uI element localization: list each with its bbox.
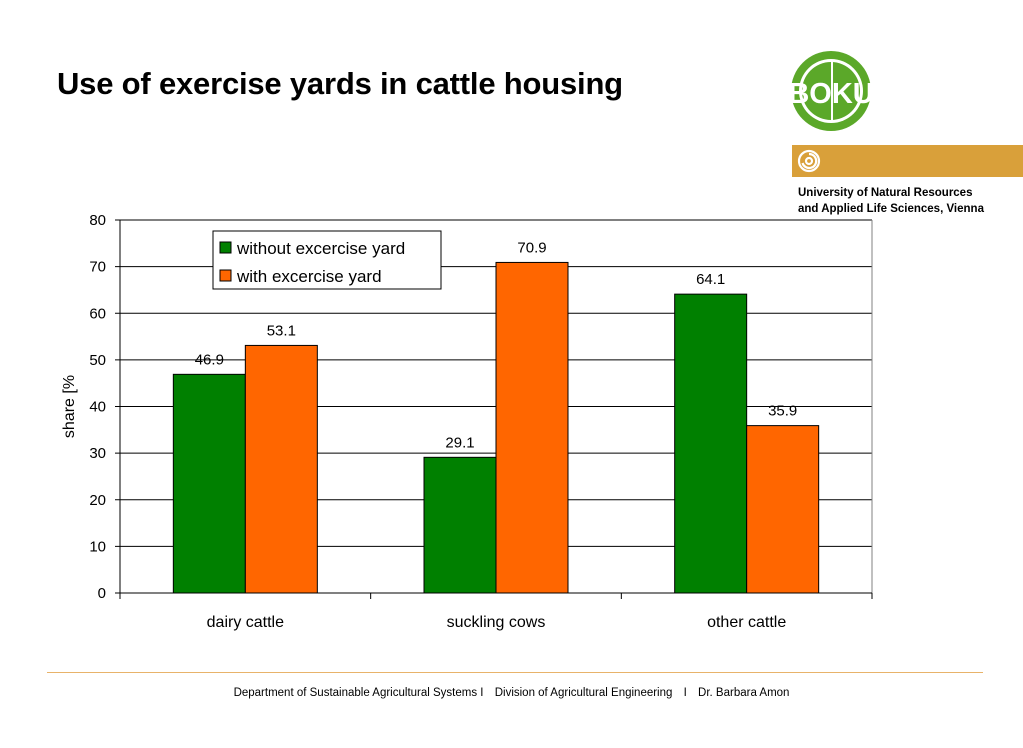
bar [674, 293, 748, 594]
x-category-label: suckling cows [447, 614, 546, 631]
y-axis-label: share [% [61, 375, 78, 438]
y-tick-label: 70 [89, 259, 106, 276]
legend-box [212, 230, 442, 290]
legend-label: with excercise yard [236, 267, 382, 286]
data-label: 53.1 [267, 322, 296, 339]
y-tick-label: 60 [89, 305, 106, 322]
footer-department: Department of Sustainable Agricultural S… [233, 687, 484, 699]
bar [423, 456, 497, 594]
y-tick-label: 10 [89, 538, 106, 555]
y-tick-label: 50 [89, 352, 106, 369]
bar [746, 425, 820, 594]
bar [495, 261, 569, 594]
y-tick-label: 80 [89, 212, 106, 229]
footer-author: Dr. Barbara Amon [698, 687, 790, 699]
data-label: 35.9 [768, 403, 797, 420]
footer-separator: I [683, 687, 687, 699]
footer: Department of Sustainable Agricultural S… [0, 687, 1023, 699]
data-label: 64.1 [696, 271, 725, 288]
spiral-icon [797, 149, 821, 173]
university-line-2: and Applied Life Sciences, Vienna [798, 203, 984, 215]
slide-title: Use of exercise yards in cattle housing [57, 66, 623, 101]
university-name: University of Natural Resources and Appl… [798, 185, 984, 217]
x-category-label: other cattle [707, 614, 786, 631]
y-tick-label: 0 [98, 585, 106, 602]
data-label: 46.9 [195, 351, 224, 368]
data-label: 70.9 [517, 239, 546, 256]
university-line-1: University of Natural Resources [798, 187, 973, 199]
legend-swatch [219, 241, 232, 254]
footer-divider [47, 672, 983, 673]
y-tick-label: 40 [89, 399, 106, 416]
bar [172, 373, 246, 594]
logo-text: BOKU [790, 78, 872, 110]
footer-division: Division of Agricultural Engineering [494, 687, 673, 699]
x-category-label: dairy cattle [207, 614, 284, 631]
legend-swatch [219, 269, 232, 282]
accent-bar [792, 145, 1023, 177]
y-tick-label: 20 [89, 492, 106, 509]
data-label: 29.1 [445, 434, 474, 451]
legend-label: without excercise yard [236, 239, 405, 258]
y-tick-label: 30 [89, 445, 106, 462]
boku-logo: BOKU [788, 50, 874, 132]
bar [244, 344, 318, 594]
